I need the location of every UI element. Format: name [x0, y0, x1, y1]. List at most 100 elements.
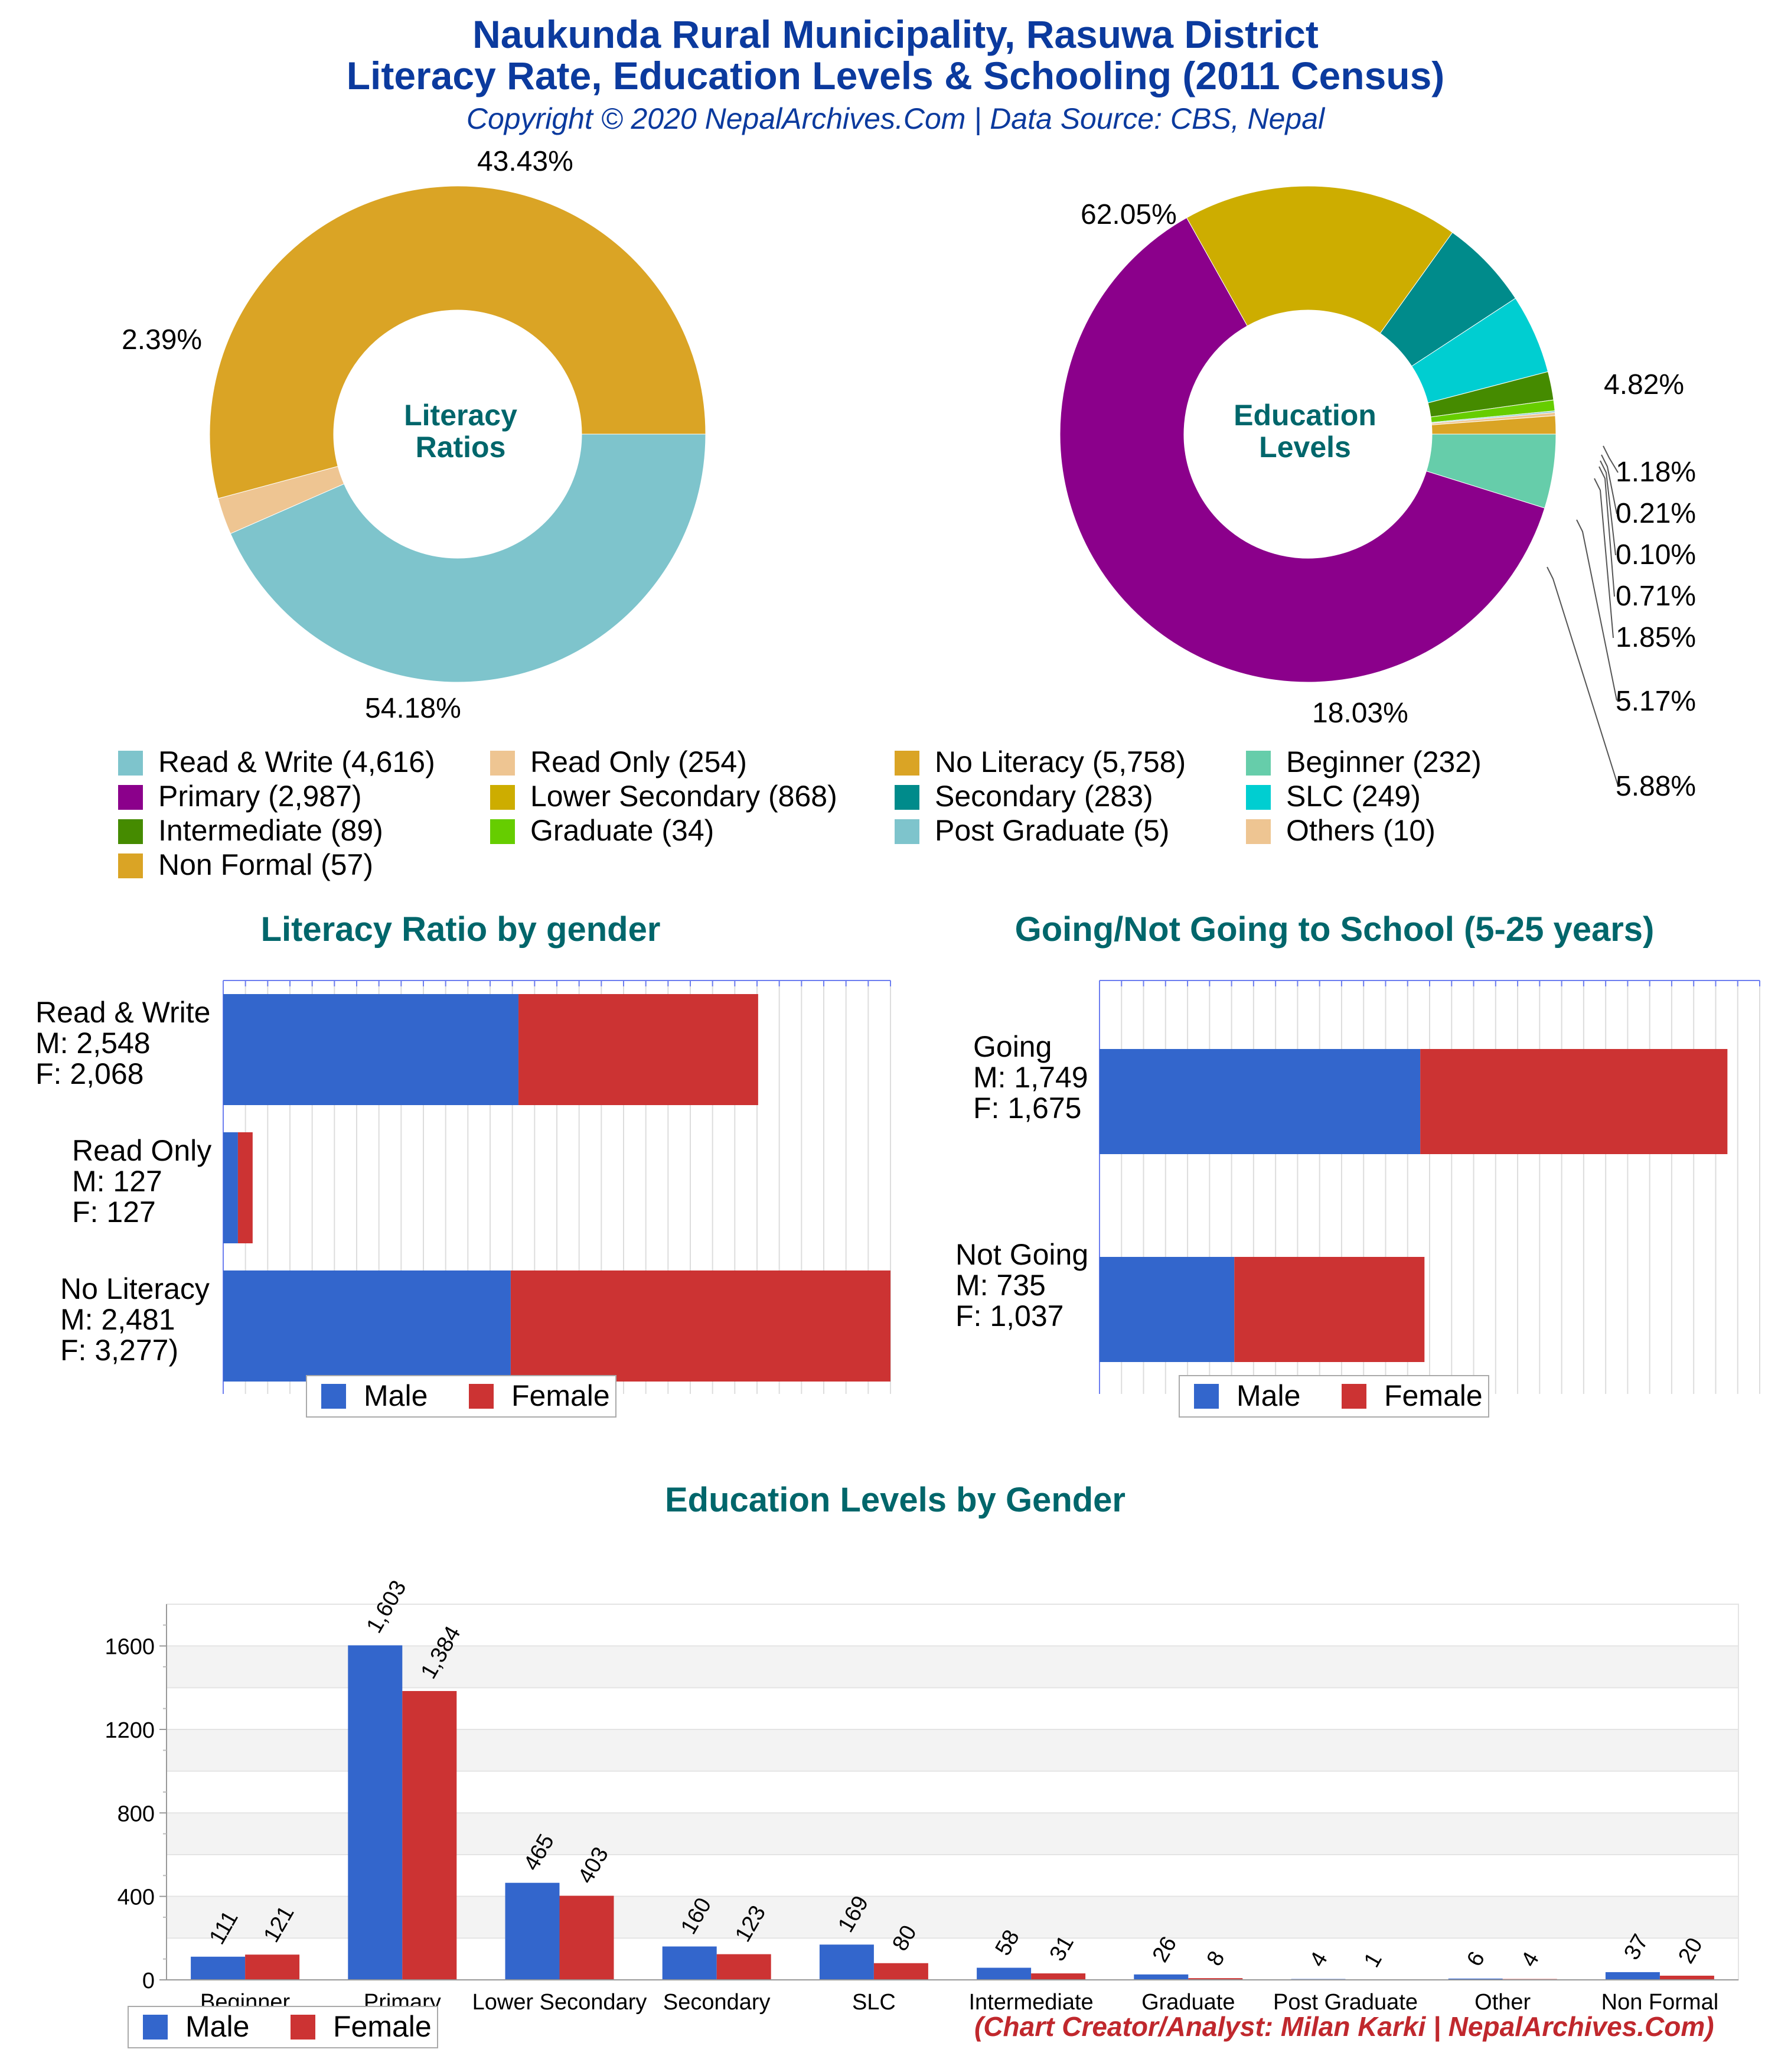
pct-label-post-graduate: 0.10% — [1616, 539, 1697, 571]
bar-graduate-female — [1188, 1978, 1243, 1980]
x-tick-label: Secondary — [663, 1990, 771, 2015]
category-label-no-literacy-line3: F: 3,277) — [60, 1334, 179, 1367]
leader-line — [1603, 445, 1619, 473]
legend-swatch — [1246, 819, 1271, 844]
legend-swatch — [118, 785, 143, 810]
bar-read-only-female — [237, 1132, 253, 1243]
legend-swatch — [490, 751, 515, 776]
legend-swatch-male — [321, 1384, 346, 1409]
bar-no-literacy-female — [510, 1270, 890, 1382]
bar-slc-female — [873, 1963, 928, 1980]
y-tick-label: 1200 — [105, 1718, 155, 1743]
x-tick-label: Non Formal — [1601, 1990, 1719, 2015]
category-label-no-literacy-line2: M: 2,481 — [60, 1303, 175, 1336]
legend-swatch — [118, 751, 143, 776]
legend-swatch — [118, 819, 143, 844]
literacy-gender-legend: Male Female — [306, 1375, 616, 1418]
x-tick-label: SLC — [852, 1990, 896, 2015]
legend-label: Post Graduate (5) — [935, 814, 1170, 847]
category-label-going: Going M: 1,749 F: 1,675 — [973, 1031, 1088, 1123]
leader-line — [1598, 466, 1615, 597]
bar-beginner-male — [191, 1956, 246, 1980]
bar-lower-secondary-male — [505, 1882, 560, 1980]
literacy-donut-center-line1: Literacy — [404, 399, 517, 432]
category-label-no-literacy-line1: No Literacy — [60, 1272, 210, 1305]
legend-item-lower-secondary: Lower Secondary (868) — [490, 780, 837, 813]
y-tick-label: 800 — [118, 1801, 155, 1826]
legend-swatch-male — [143, 2015, 168, 2040]
legend-item-primary: Primary (2,987) — [118, 780, 362, 813]
pct-label-read-only: 2.39% — [122, 324, 203, 356]
literacy-gender-title: Literacy Ratio by gender — [260, 910, 661, 949]
category-label-read-only-line1: Read Only — [72, 1134, 212, 1167]
legend-item-secondary: Secondary (283) — [895, 780, 1153, 813]
pct-label-no-literacy: 54.18% — [365, 693, 461, 724]
category-label-read-write-line2: M: 2,548 — [35, 1027, 151, 1060]
legend-label: Intermediate (89) — [158, 814, 383, 847]
category-label-read-write-line3: F: 2,068 — [35, 1057, 144, 1090]
legend-swatch — [1246, 785, 1271, 810]
education-gender-legend: Male Female — [128, 2006, 438, 2048]
page-subtitle: Copyright © 2020 NepalArchives.Com | Dat… — [466, 102, 1325, 135]
category-label-read-only: Read Only M: 127 F: 127 — [72, 1135, 211, 1227]
legend-swatch-male — [1194, 1384, 1219, 1409]
legend-item-no-literacy: No Literacy (5,758) — [895, 745, 1186, 778]
literacy-donut-center-label: Literacy Ratios — [378, 399, 543, 463]
pct-label-lower-secondary: 18.03% — [1312, 698, 1408, 729]
bar-slc-male — [819, 1944, 874, 1980]
bar-intermediate-female — [1031, 1973, 1086, 1980]
legend-item-graduate: Graduate (34) — [490, 814, 714, 847]
pct-label-graduate: 0.71% — [1616, 581, 1697, 612]
legend-label: No Literacy (5,758) — [935, 745, 1186, 778]
page-title-line2: Literacy Rate, Education Levels & School… — [346, 54, 1445, 97]
category-label-read-write: Read & Write M: 2,548 F: 2,068 — [35, 997, 210, 1089]
slice-primary — [1059, 217, 1545, 683]
category-label-not-going-line1: Not Going — [955, 1238, 1089, 1271]
legend-label: Primary (2,987) — [158, 780, 362, 813]
bar-beginner-female — [245, 1954, 300, 1980]
category-label-going-line2: M: 1,749 — [973, 1061, 1088, 1094]
legend-label: Graduate (34) — [530, 814, 715, 847]
pct-label-read-write: 43.43% — [477, 146, 573, 177]
bar-secondary-male — [662, 1946, 717, 1980]
slice-non-formal — [1431, 415, 1557, 435]
bar-read-write-female — [518, 994, 758, 1105]
bar-primary-male — [348, 1645, 403, 1980]
bar-not-going-male — [1100, 1257, 1235, 1362]
legend-label-male: Male — [185, 2010, 250, 2043]
legend-label: Read Only (254) — [530, 745, 747, 778]
slice-read-write — [230, 434, 706, 683]
legend-item-read-write: Read & Write (4,616) — [118, 745, 435, 778]
bar-read-write-male — [223, 994, 519, 1105]
literacy-donut-center-line2: Ratios — [415, 431, 506, 464]
legend-label-female: Female — [333, 2010, 432, 2043]
education-donut-center-label: Education Levels — [1216, 399, 1394, 463]
education-donut-center-line2: Levels — [1259, 431, 1351, 464]
leader-line — [1600, 460, 1616, 556]
chart-credit: (Chart Creator/Analyst: Milan Karki | Ne… — [974, 2011, 1714, 2042]
leader-line — [1576, 519, 1617, 701]
bar-other-male — [1448, 1978, 1503, 1980]
x-tick-label: Intermediate — [968, 1990, 1093, 2015]
category-label-not-going-line2: M: 735 — [955, 1269, 1046, 1302]
pct-label-secondary: 5.88% — [1616, 771, 1697, 802]
category-label-read-only-line2: M: 127 — [72, 1165, 162, 1198]
legend-label-female: Female — [1384, 1379, 1483, 1412]
legend-label: Lower Secondary (868) — [530, 780, 837, 813]
category-label-read-write-line1: Read & Write — [35, 996, 211, 1029]
category-label-not-going: Not Going M: 735 F: 1,037 — [955, 1239, 1088, 1331]
legend-item-others: Others (10) — [1246, 814, 1436, 847]
leader-line — [1594, 478, 1614, 638]
bar-lower-secondary-female — [559, 1895, 614, 1980]
legend-swatch — [895, 785, 919, 810]
legend-item-read-only: Read Only (254) — [490, 745, 747, 778]
y-tick-label: 1600 — [105, 1635, 155, 1660]
category-label-no-literacy: No Literacy M: 2,481 F: 3,277) — [60, 1273, 210, 1366]
pct-label-intermediate: 1.85% — [1616, 622, 1697, 653]
bar-going-male — [1100, 1049, 1421, 1154]
legend-swatch — [490, 819, 515, 844]
